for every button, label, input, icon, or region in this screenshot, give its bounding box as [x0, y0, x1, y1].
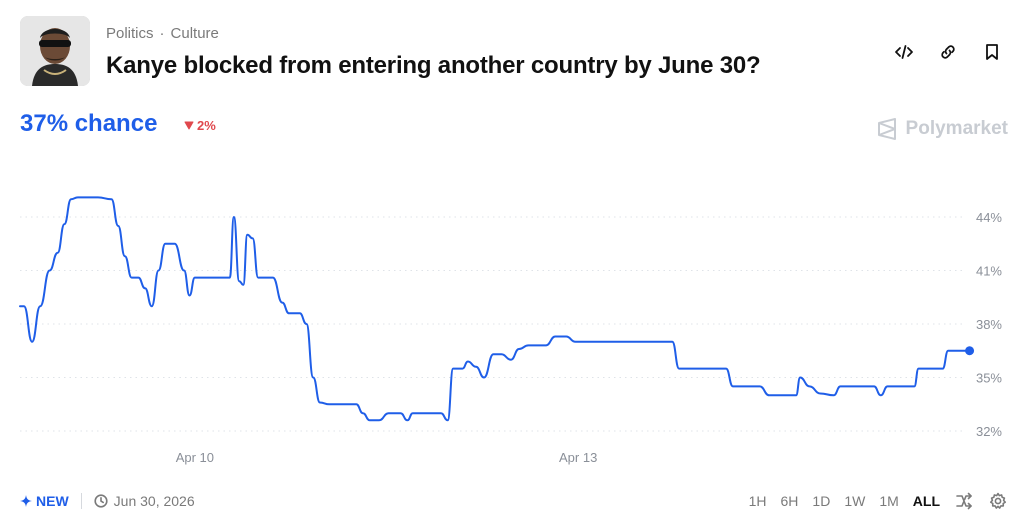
tag-culture[interactable]: Culture: [170, 25, 219, 42]
range-1h[interactable]: 1H: [748, 493, 767, 509]
link-icon[interactable]: [936, 40, 960, 64]
gear-icon[interactable]: [988, 491, 1008, 511]
shuffle-icon[interactable]: [954, 491, 974, 511]
footer-divider: [80, 493, 82, 509]
current-price-dot: [965, 346, 975, 356]
header-actions: [892, 40, 1004, 64]
market-avatar: [20, 16, 90, 86]
range-selector: 1H 6H 1D 1W 1M ALL: [749, 491, 1008, 511]
clock-icon: [94, 494, 108, 508]
range-1d[interactable]: 1D: [812, 493, 831, 509]
range-all[interactable]: ALL: [912, 493, 940, 509]
y-tick-label: 38%: [976, 317, 1002, 332]
sparkle-icon: [20, 495, 32, 507]
x-tick-label: Apr 10: [176, 450, 214, 465]
new-label: NEW: [36, 493, 69, 509]
embed-icon[interactable]: [892, 40, 916, 64]
range-6h[interactable]: 6H: [780, 493, 799, 509]
y-tick-label: 41%: [976, 264, 1002, 279]
brand-name: Polymarket: [905, 118, 1008, 139]
range-1w[interactable]: 1W: [844, 493, 866, 509]
price-line: [19, 196, 971, 422]
x-tick-label: Apr 13: [559, 450, 597, 465]
y-tick-label: 32%: [976, 424, 1002, 439]
y-tick-label: 44%: [976, 210, 1002, 225]
y-tick-label: 35%: [976, 371, 1002, 386]
chance-label: 37% chance: [20, 110, 158, 137]
price-chart[interactable]: 44% 41% 38% 35% 32% Apr 10 Apr 13: [0, 170, 1024, 470]
polymarket-logo-icon: [877, 118, 896, 140]
end-date: Jun 30, 2026: [94, 493, 195, 509]
bookmark-icon[interactable]: [980, 40, 1004, 64]
end-date-label: Jun 30, 2026: [113, 493, 195, 509]
down-triangle-icon: [184, 121, 194, 130]
range-1m[interactable]: 1M: [879, 493, 899, 509]
chart-footer: NEW Jun 30, 2026 1H 6H 1D 1W 1M ALL: [20, 488, 1008, 514]
market-header: Politics · Culture Kanye blocked from ente…: [20, 16, 1004, 86]
new-badge: NEW: [20, 493, 69, 509]
change-value: 2%: [197, 118, 216, 133]
change-badge: 2%: [184, 118, 216, 133]
category-tags: Politics · Culture: [106, 25, 219, 42]
tag-politics[interactable]: Politics: [106, 25, 154, 42]
brand-watermark: Polymarket: [876, 118, 1008, 140]
market-title: Kanye blocked from entering another coun…: [106, 52, 761, 79]
